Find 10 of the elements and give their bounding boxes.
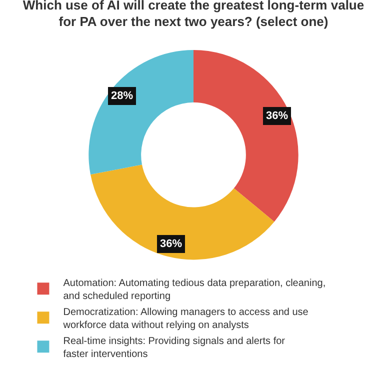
donut-slice — [88, 50, 194, 175]
legend-label: Democratization: Allowing managers to access and use workforce data without relying on analysts — [62, 307, 309, 331]
legend-label: Automation: Automating tedious data preparation, cleaning, and scheduled reporting — [63, 278, 326, 302]
donut-slice — [90, 164, 274, 260]
legend-label: Real-time insights: Providing signals and alerts for faster interventions — [63, 336, 286, 360]
data-label: 28% — [111, 90, 134, 102]
donut-slice — [194, 50, 298, 222]
data-label: 36% — [266, 110, 288, 122]
data-label: 36% — [160, 238, 182, 250]
chart-title: Which use of AI will create the greatest long-term value for PA over the next two years? (select one) — [22, 0, 364, 30]
